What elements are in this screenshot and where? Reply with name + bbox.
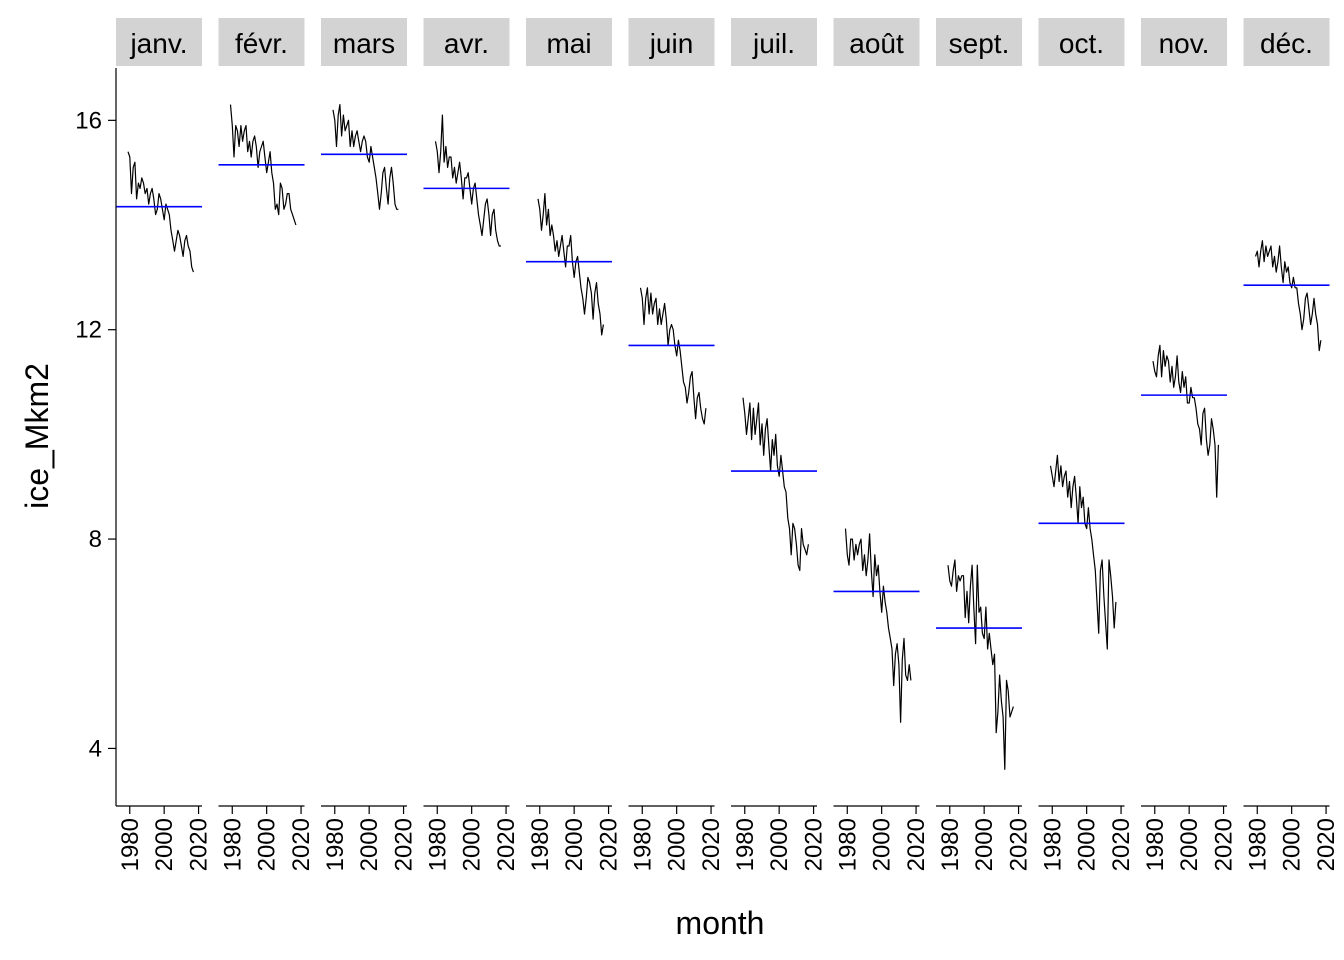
x-axis-facet-7: 1980 2000 2020: [731, 805, 828, 871]
facet-strip-label: juil.: [752, 28, 795, 59]
series-line-8: [844, 528, 912, 723]
x-axis-facet-1: 1980 2000 2020: [116, 805, 213, 871]
facet-strip-label: nov.: [1159, 28, 1210, 59]
x-axis-title: month: [676, 905, 765, 941]
x-tick-label: 2000: [971, 818, 998, 871]
facet-strips: janv. févr. mars avr. mai juin juil. août sept. o…: [116, 18, 1330, 66]
facet-strip-label: mars: [333, 28, 395, 59]
y-tick-label: 16: [75, 107, 102, 134]
x-tick-label: 2000: [1279, 818, 1306, 871]
series-line-10: [1049, 454, 1117, 650]
x-tick-label: 1980: [732, 818, 759, 871]
x-tick-label: 1980: [322, 818, 349, 871]
x-axis-facet-4: 1980 2000 2020: [423, 805, 520, 871]
x-tick-label: 1980: [527, 818, 554, 871]
y-axis: 4 8 12 16: [75, 68, 117, 806]
x-tick-label: 2000: [151, 818, 178, 871]
facet-strip-label: févr.: [235, 28, 288, 59]
facet-strip: [526, 18, 612, 66]
x-tick-label: 2020: [1313, 818, 1340, 871]
x-tick-label: 2000: [1176, 818, 1203, 871]
series-line-4: [434, 114, 501, 247]
series-line-5: [537, 193, 604, 336]
x-tick-label: 2020: [1108, 818, 1135, 871]
x-tick-label: 2020: [1211, 818, 1238, 871]
x-tick-label: 1980: [219, 818, 246, 871]
plot-area: [116, 104, 1330, 770]
series-line-9: [947, 559, 1014, 770]
facet-strip: [1141, 18, 1227, 66]
x-tick-label: 2020: [493, 818, 520, 871]
series-line-6: [639, 287, 707, 425]
y-tick-label: 12: [75, 317, 102, 344]
x-axis-facet-10: 1980 2000 2020: [1038, 805, 1135, 871]
facet-strip: [1243, 18, 1330, 66]
x-tick-label: 2000: [664, 818, 691, 871]
series-line-12: [1254, 240, 1322, 352]
facet-strip-label: sept.: [949, 28, 1010, 59]
facet-strip-label: juin: [649, 28, 694, 59]
x-axis-facet-8: 1980 2000 2020: [833, 805, 930, 871]
series-line-7: [742, 397, 809, 572]
x-tick-label: 2000: [561, 818, 588, 871]
x-tick-label: 2000: [766, 818, 793, 871]
x-tick-label: 2020: [288, 818, 315, 871]
facet-strip: [116, 18, 202, 66]
x-axis-facet-2: 1980 2000 2020: [218, 805, 315, 871]
x-tick-label: 1980: [629, 818, 656, 871]
series-line-11: [1152, 344, 1219, 498]
x-axis-facet-3: 1980 2000 2020: [321, 805, 418, 871]
x-tick-label: 2000: [254, 818, 281, 871]
x-axis-facet-5: 1980 2000 2020: [526, 805, 623, 871]
facet-strip-label: août: [849, 28, 904, 59]
facet-strip: [1038, 18, 1125, 66]
x-tick-label: 2000: [459, 818, 486, 871]
y-axis-title: ice_Mkm2: [19, 363, 55, 509]
y-tick-label: 4: [89, 735, 102, 762]
x-tick-label: 2020: [391, 818, 418, 871]
x-tick-label: 1980: [937, 818, 964, 871]
facet-strip: [218, 18, 305, 66]
x-tick-label: 2020: [596, 818, 623, 871]
facet-strip-label: avr.: [444, 28, 489, 59]
facet-strip-label: déc.: [1260, 28, 1313, 59]
series-line-2: [229, 104, 297, 226]
x-tick-label: 2020: [698, 818, 725, 871]
x-axis-facet-12: 1980 2000 2020: [1243, 805, 1340, 871]
facet-strip: [833, 18, 920, 66]
x-tick-label: 1980: [117, 818, 144, 871]
facet-strip-label: mai: [546, 28, 591, 59]
x-tick-label: 1980: [424, 818, 451, 871]
facet-strip: [423, 18, 510, 66]
x-axis-facet-9: 1980 2000 2020: [936, 805, 1033, 871]
x-tick-label: 2020: [186, 818, 213, 871]
y-tick-label: 8: [89, 526, 102, 553]
facet-strip-label: oct.: [1059, 28, 1104, 59]
facet-strip: [321, 18, 407, 66]
x-tick-label: 2000: [356, 818, 383, 871]
facet-strip: [731, 18, 817, 66]
x-tick-label: 2020: [903, 818, 930, 871]
facet-strip: [936, 18, 1022, 66]
series-line-1: [127, 151, 194, 273]
x-tick-label: 2020: [1006, 818, 1033, 871]
x-axis-facet-6: 1980 2000 2020: [628, 805, 725, 871]
x-tick-label: 1980: [1244, 818, 1271, 871]
series-line-3: [332, 104, 399, 210]
x-axes: 1980 2000 2020 1980 2000 2020 1980 2000 2020 1980…: [116, 805, 1340, 871]
facet-strip-label: janv.: [129, 28, 187, 59]
x-axis-facet-11: 1980 2000 2020: [1141, 805, 1238, 871]
x-tick-label: 1980: [1142, 818, 1169, 871]
facet-strip: [628, 18, 715, 66]
x-tick-label: 1980: [1039, 818, 1066, 871]
x-tick-label: 2000: [1074, 818, 1101, 871]
x-tick-label: 2020: [801, 818, 828, 871]
x-tick-label: 1980: [834, 818, 861, 871]
x-tick-label: 2000: [869, 818, 896, 871]
